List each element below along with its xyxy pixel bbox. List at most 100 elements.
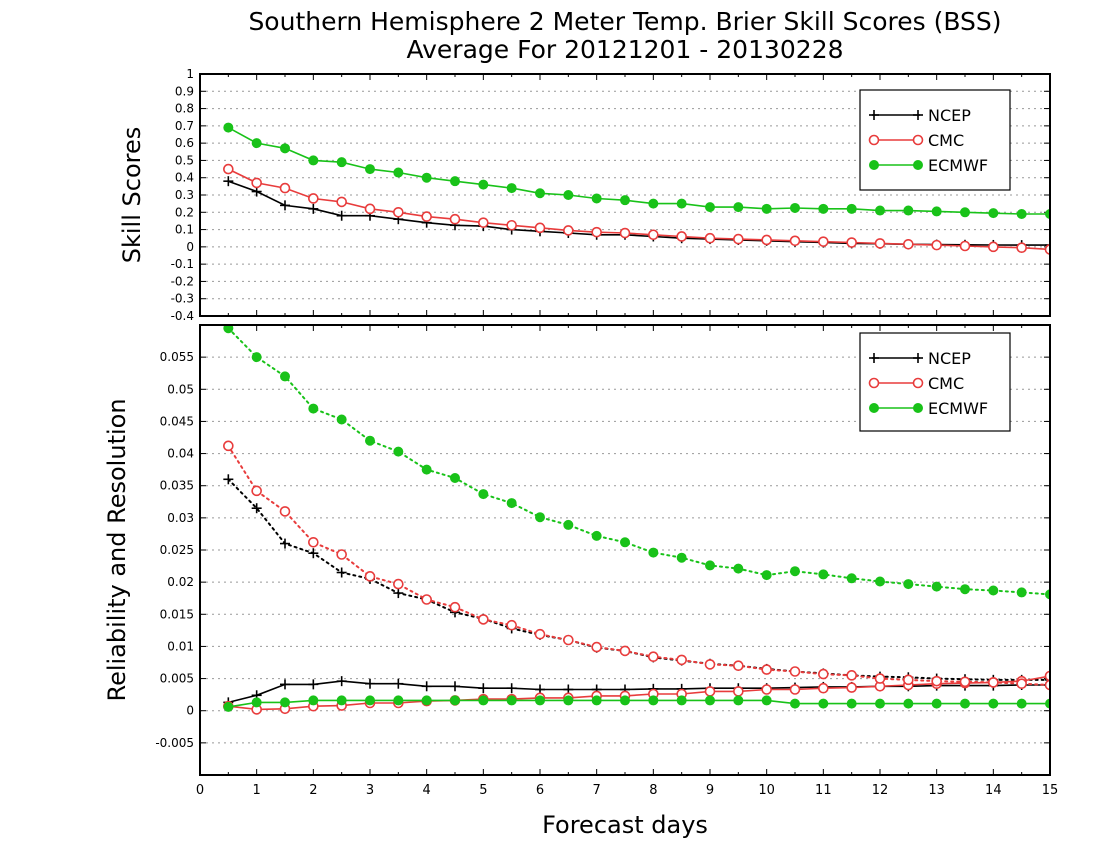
ecmwf-reliability-point [960, 698, 970, 709]
legend-label: NCEP [928, 349, 971, 368]
y-tick-label: 0.9 [175, 84, 194, 98]
ecmwf-point [846, 203, 857, 214]
ecmwf-reliability-point [846, 698, 857, 709]
legend-ncep-point [913, 353, 923, 363]
y-tick-label: 0.01 [167, 639, 194, 653]
ecmwf-point [875, 205, 885, 216]
ncep-point [280, 200, 290, 211]
ecmwf-reliability-point [280, 697, 290, 708]
ecmwf-reliability-point [421, 695, 432, 706]
cmc-resolution-point [704, 659, 716, 670]
cmc-point [364, 203, 376, 215]
ncep-resolution-line [227, 478, 1050, 681]
ecmwf-point [960, 207, 970, 218]
cmc-point [789, 235, 801, 247]
y-tick-label: 0.045 [160, 414, 194, 428]
ncep-resolution-point [393, 588, 404, 599]
cmc-resolution-point [591, 641, 602, 653]
x-tick-label: 9 [706, 783, 714, 798]
cmc-point [534, 222, 546, 234]
plot-frame [199, 73, 1051, 317]
ecmwf-reliability-point [1045, 698, 1050, 709]
ecmwf-reliability-point [251, 697, 262, 708]
ncep-reliability-point [506, 683, 517, 694]
cmc-reliability-point [1044, 670, 1050, 682]
x-tick-label: 8 [649, 783, 657, 798]
ncep-reliability-point [393, 678, 404, 689]
cmc-point [761, 234, 772, 246]
ecmwf-resolution-point [818, 569, 829, 580]
ecmwf-resolution-point [421, 464, 432, 475]
y-tick-label: 0.3 [175, 188, 194, 202]
ecmwf-point [393, 167, 404, 178]
x-tick-label: 6 [536, 783, 544, 798]
x-tick-label: 2 [309, 783, 317, 798]
ncep-reliability-point [308, 679, 319, 690]
legend-item-cmc: CMC [868, 374, 964, 393]
ecmwf-point [761, 203, 772, 214]
ecmwf-reliability-point [790, 698, 800, 709]
cmc-resolution-point [534, 628, 546, 640]
cmc-resolution-point [988, 677, 999, 688]
ecmwf-point [506, 183, 517, 194]
y-tick-label: 0.8 [175, 102, 194, 116]
cmc-resolution-point [478, 614, 489, 625]
skill-scores-panel: -0.4 -0.3 -0.2 -0.1 0 0.1 0.2 0.3 0.4 0.5 0.6 0.7 0.… [118, 67, 1051, 323]
cmc-point [223, 163, 234, 175]
legend-item-ncep: NCEP [869, 106, 971, 125]
ecmwf-resolution-point [223, 325, 234, 334]
ecmwf-reliability-line [228, 699, 1050, 708]
cmc-point [1016, 242, 1027, 254]
x-tick-label: 12 [872, 783, 889, 798]
ecmwf-reliability-point [506, 695, 517, 706]
legend-ecmwf-point [913, 403, 923, 413]
reliability-resolution-panel: -0.005 0 0.005 0.01 0.015 0.02 0.025 0.03 0.035 0… [103, 324, 1058, 798]
cmc-resolution-point [846, 670, 857, 681]
ecmwf-point [648, 198, 659, 209]
legend-ecmwf-point [869, 403, 879, 413]
y-tick-label: -0.3 [171, 292, 194, 306]
ecmwf-reliability-point [818, 698, 829, 709]
x-tick-label: 7 [593, 783, 601, 798]
ecmwf-resolution-point [648, 547, 659, 558]
ecmwf-point [1016, 209, 1027, 220]
ecmwf-point [308, 155, 319, 166]
y-tick-label: -0.2 [171, 274, 194, 288]
ecmwf-resolution-point [450, 473, 460, 483]
ecmwf-resolution-point [846, 573, 857, 584]
x-tick-label: 1 [253, 783, 261, 798]
cmc-reliability-point [846, 682, 857, 693]
ecmwf-resolution-point [563, 519, 574, 530]
cmc-resolution-point [903, 674, 914, 686]
ncep-resolution-point [280, 538, 290, 549]
ecmwf-reliability-point [875, 698, 885, 709]
legend-ecmwf-point [913, 160, 923, 170]
y-axis-title: Skill Scores [118, 127, 146, 264]
ecmwf-reliability-point [365, 695, 375, 706]
y-tick-label: 0.1 [175, 223, 194, 237]
y-tick-label: -0.1 [171, 257, 194, 271]
x-tick-label: 11 [815, 783, 832, 798]
ecmwf-resolution-point [506, 498, 517, 509]
ecmwf-reliability-point [620, 695, 630, 706]
y-tick-label: 0.025 [160, 543, 194, 557]
ecmwf-reliability-point [761, 695, 772, 706]
y-axis-title: Reliability and Resolution [103, 398, 131, 701]
ecmwf-resolution-point [960, 584, 970, 595]
cmc-point [818, 236, 829, 247]
legend-cmc-point [868, 134, 880, 146]
cmc-resolution-point [931, 675, 942, 687]
ecmwf-reliability-point [223, 701, 234, 712]
y-tick-label: 1 [186, 67, 194, 81]
cmc-resolution-point [733, 660, 744, 672]
ecmwf-point [280, 143, 290, 154]
cmc-resolution-point [563, 634, 574, 646]
legend-item-ecmwf: ECMWF [869, 156, 988, 175]
ecmwf-reliability-point [478, 695, 489, 706]
y-tick-label: 0.015 [160, 607, 194, 621]
ecmwf-point [450, 176, 460, 187]
x-tick-label: 3 [366, 783, 374, 798]
ecmwf-resolution-point [733, 563, 744, 574]
cmc-resolution-point [279, 506, 291, 517]
y-tick-label: 0.02 [167, 575, 194, 589]
